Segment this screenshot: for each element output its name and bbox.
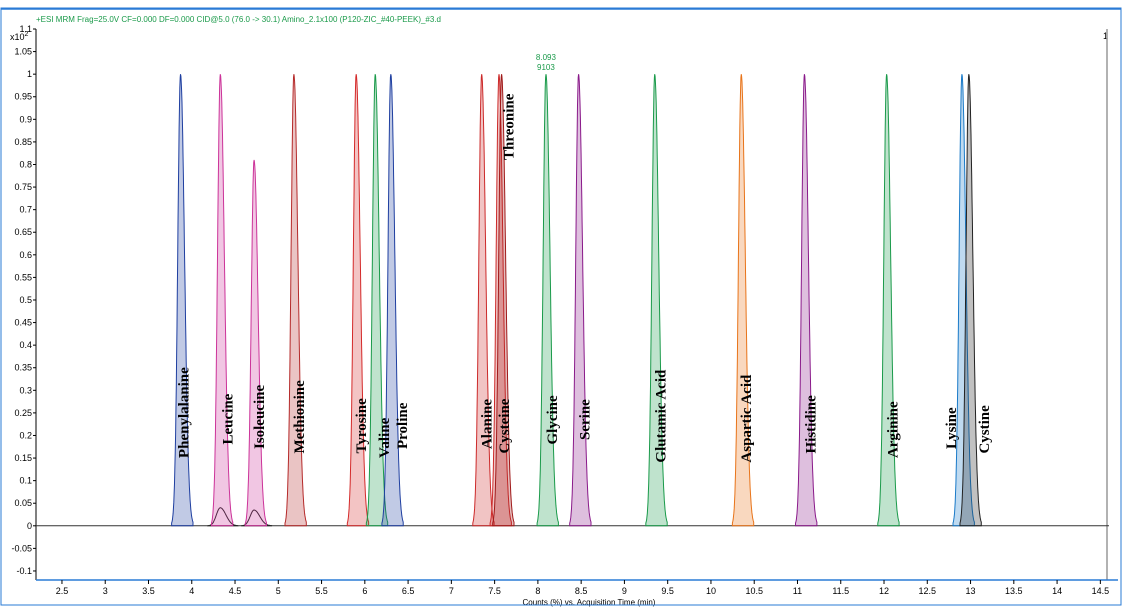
apex-annotation-line2: 9103 <box>537 63 555 72</box>
x-tick-label: 6.5 <box>402 586 415 596</box>
x-tick-label: 4.5 <box>229 586 242 596</box>
y-tick-label: 1 <box>27 69 32 79</box>
y-tick-label: 0.1 <box>19 476 32 486</box>
y-tick-label: 0.25 <box>14 408 32 418</box>
x-tick-label: 13 <box>966 586 976 596</box>
y-tick-label: 0 <box>27 521 32 531</box>
x-tick-label: 6 <box>362 586 367 596</box>
chart-header: +ESI MRM Frag=25.0V CF=0.000 DF=0.000 CI… <box>36 15 441 24</box>
y-tick-label: 0.55 <box>14 272 32 282</box>
minor-peak <box>207 507 239 527</box>
peak-label: Aspartic Acid <box>739 374 755 463</box>
peak-cystine <box>959 74 982 527</box>
y-tick-label: 0.65 <box>14 227 32 237</box>
peak-methionine <box>284 74 307 527</box>
peak-label: Leucine <box>220 393 236 444</box>
y-tick-label: 0.8 <box>19 159 32 169</box>
peak-label: Glycine <box>545 395 561 445</box>
x-tick-label: 7.5 <box>488 586 501 596</box>
peak-label: Phenylalanine <box>177 367 193 458</box>
peak-label: Valine <box>377 417 393 458</box>
y-tick-label: 0.95 <box>14 92 32 102</box>
x-tick-label: 5 <box>276 586 281 596</box>
x-tick-label: 12.5 <box>919 586 937 596</box>
peak-isoleucine <box>244 159 268 527</box>
peak-label: Cystine <box>977 405 993 454</box>
peak-alanine <box>472 74 495 527</box>
y-tick-label: 0.4 <box>19 340 32 350</box>
y-tick-label: 1.05 <box>14 47 32 57</box>
peak-label: Alanine <box>480 399 496 449</box>
peak-label: Methionine <box>292 380 308 454</box>
y-tick-label: 0.9 <box>19 114 32 124</box>
peak-aspartic-acid <box>731 74 755 527</box>
y-tick-label: 0.45 <box>14 318 32 328</box>
y-tick-label: 1.1 <box>19 24 32 34</box>
outer-frame <box>0 7 1122 606</box>
peak-label: Tyrosine <box>354 398 370 454</box>
peak-glutamic-acid <box>645 74 668 527</box>
peak-label: Proline <box>395 402 411 449</box>
x-tick-label: 8 <box>535 586 540 596</box>
x-tick-label: 11.5 <box>832 586 849 596</box>
y-tick-label: 0.35 <box>14 363 32 373</box>
peak-label: Serine <box>578 399 594 440</box>
y-exponent-base: x10 <box>10 32 25 42</box>
peak-threonine <box>492 74 515 527</box>
y-tick-label: -0.1 <box>16 566 32 576</box>
x-tick-label: 9 <box>622 586 627 596</box>
y-tick-label: 0.15 <box>14 453 32 463</box>
y-exponent-power: 2 <box>25 31 29 38</box>
x-tick-label: 11 <box>793 586 802 596</box>
y-tick-label: -0.05 <box>11 543 32 553</box>
y-tick-label: 0.3 <box>19 385 32 395</box>
peak-proline <box>381 74 404 527</box>
x-tick-label: 9.5 <box>661 586 674 596</box>
peak-phenylalanine <box>171 74 194 527</box>
peak-label: Cysteine <box>497 398 513 453</box>
x-axis-label: Counts (%) vs. Acquisition Time (min) <box>523 598 656 607</box>
peak-tyrosine <box>346 74 370 527</box>
y-tick-label: 0.85 <box>14 137 32 147</box>
peak-histidine <box>794 74 818 527</box>
peak-leucine <box>210 74 234 527</box>
x-tick-label: 7 <box>449 586 454 596</box>
y-tick-label: 0.6 <box>19 250 32 260</box>
x-tick-label: 10.5 <box>745 586 763 596</box>
peak-glycine <box>536 74 559 527</box>
y-tick-label: 0.5 <box>19 295 32 305</box>
x-tick-label: 3.5 <box>142 586 155 596</box>
x-tick-label: 14.5 <box>1092 586 1110 596</box>
peak-cysteine <box>489 74 512 527</box>
x-tick-label: 10 <box>706 586 716 596</box>
peak-serine <box>569 74 592 527</box>
minor-peak <box>241 509 273 527</box>
peak-label: Threonine <box>502 93 518 160</box>
peak-label: Arginine <box>886 401 902 458</box>
peak-label: Glutamic Acid <box>654 369 670 463</box>
x-tick-label: 12 <box>879 586 889 596</box>
y-exponent: x102 <box>10 31 29 42</box>
y-tick-label: 0.7 <box>19 205 32 215</box>
x-tick-label: 13.5 <box>1005 586 1023 596</box>
peak-label: Lysine <box>944 407 960 449</box>
peak-label: Isoleucine <box>252 385 268 450</box>
x-tick-label: 5.5 <box>315 586 328 596</box>
x-tick-label: 14 <box>1052 586 1062 596</box>
y-tick-label: 0.2 <box>19 430 32 440</box>
y-tick-label: 0.05 <box>14 498 32 508</box>
peak-arginine <box>877 74 900 527</box>
plot-area: -0.1 -0.05 0 0.05 0.1 0.15 0.2 0.25 0.3 0.35 0.4 0.… <box>11 24 1118 596</box>
x-tick-label: 8.5 <box>575 586 588 596</box>
x-tick-label: 3 <box>103 586 108 596</box>
cursor-label: 1 <box>1103 31 1108 41</box>
x-tick-label: 4 <box>189 586 194 596</box>
peak-label: Histidine <box>803 395 819 454</box>
y-tick-label: 0.75 <box>14 182 32 192</box>
apex-annotation-line1: 8.093 <box>536 53 557 62</box>
peak-lysine <box>952 74 975 527</box>
x-tick-label: 2.5 <box>56 586 69 596</box>
